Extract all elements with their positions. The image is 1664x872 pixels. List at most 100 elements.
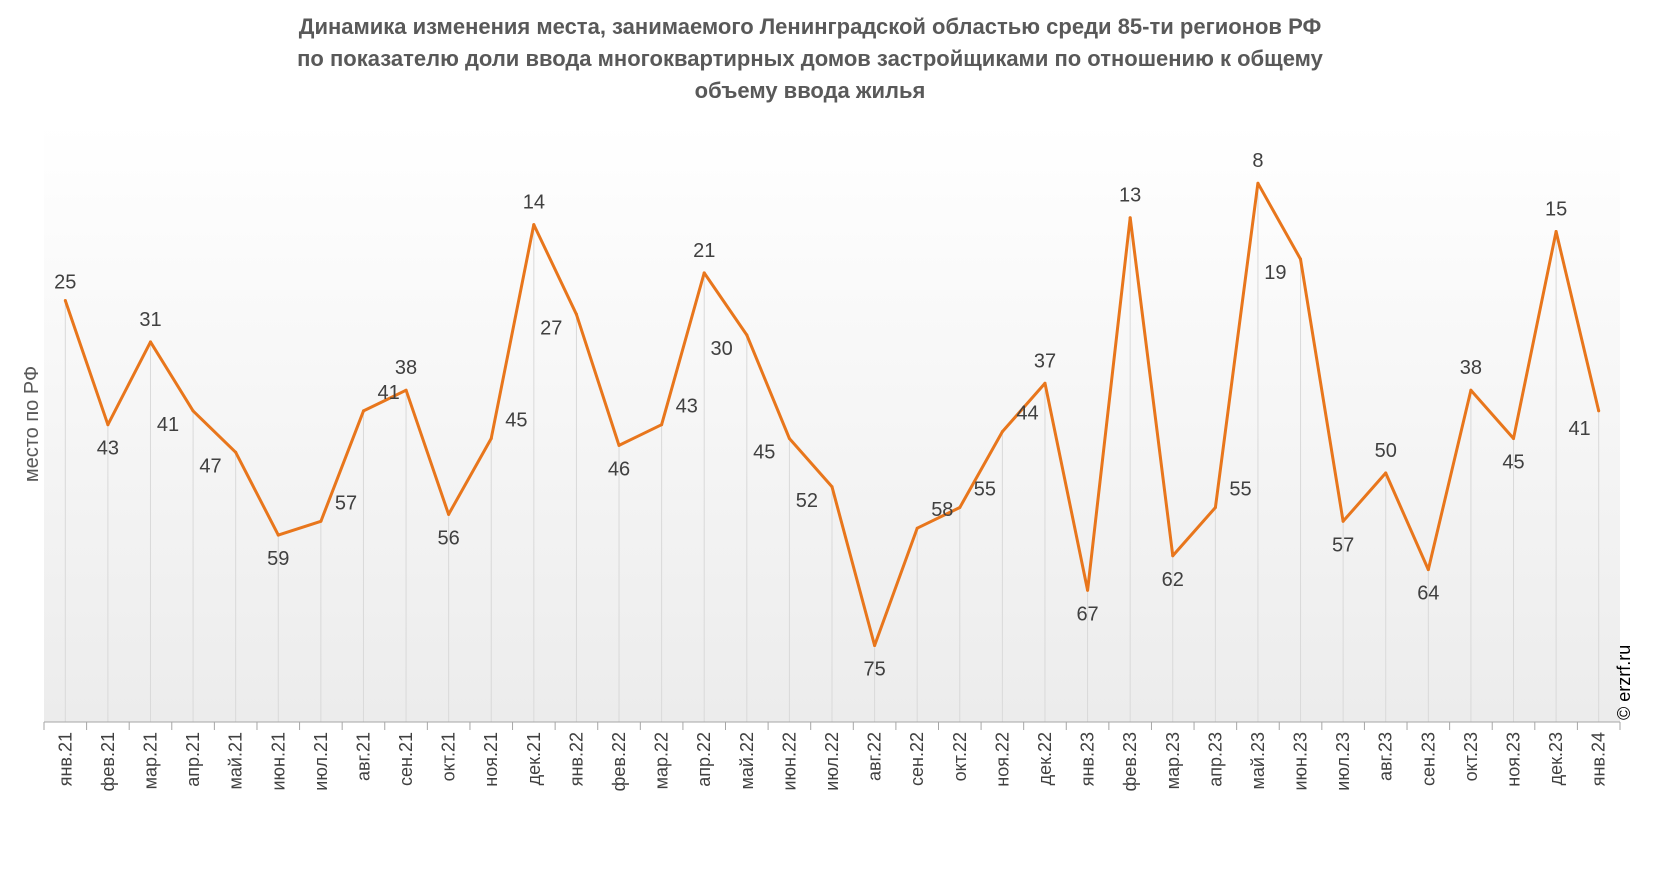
data-label: 19 bbox=[1264, 262, 1286, 284]
data-point bbox=[617, 443, 621, 447]
data-label: 44 bbox=[1016, 403, 1038, 425]
data-label: 57 bbox=[1332, 534, 1354, 556]
data-point bbox=[276, 533, 280, 537]
x-tick-label: янв.24 bbox=[1589, 732, 1609, 786]
data-label: 57 bbox=[335, 492, 357, 514]
x-tick-label: мар.23 bbox=[1163, 732, 1183, 789]
data-point bbox=[106, 423, 110, 427]
x-tick-label: июн.23 bbox=[1291, 732, 1311, 791]
data-label: 67 bbox=[1076, 603, 1098, 625]
data-point bbox=[1171, 554, 1175, 558]
data-label: 43 bbox=[97, 438, 119, 460]
chart-title-line-2: по показателю доли ввода многоквартирных… bbox=[297, 46, 1324, 71]
x-tick-label: сен.23 bbox=[1418, 732, 1438, 786]
data-point bbox=[1000, 430, 1004, 434]
data-labels: 25 43 31 41 47 59 57 41 38 56 45 14 27 46 43 21 30 45 52 75… bbox=[54, 150, 1591, 680]
y-axis-title: место по РФ bbox=[21, 366, 43, 482]
data-label: 58 bbox=[931, 499, 953, 521]
x-tick-label: мар.21 bbox=[140, 732, 160, 789]
x-tick-label: окт.22 bbox=[950, 732, 970, 781]
data-label: 45 bbox=[753, 442, 775, 464]
chart-title-line-3: объему ввода жилья bbox=[695, 78, 926, 103]
data-point bbox=[63, 299, 67, 302]
series-line-group bbox=[63, 181, 1601, 647]
copyright-text: © erzrf.ru bbox=[1614, 645, 1634, 720]
data-label: 55 bbox=[1229, 479, 1251, 501]
data-label: 41 bbox=[157, 414, 179, 436]
data-point bbox=[1256, 181, 1260, 185]
x-tick-label: апр.22 bbox=[694, 732, 714, 787]
x-tick-label: авг.23 bbox=[1376, 732, 1396, 781]
data-point bbox=[1086, 588, 1090, 592]
x-tick-label: июл.23 bbox=[1333, 732, 1353, 791]
data-label: 13 bbox=[1119, 185, 1141, 207]
data-label: 38 bbox=[1460, 357, 1482, 379]
x-tick-label: июл.21 bbox=[311, 732, 331, 791]
data-label: 27 bbox=[540, 317, 562, 339]
data-point bbox=[1554, 230, 1558, 233]
data-point bbox=[1043, 381, 1047, 385]
x-tick-label: июн.21 bbox=[268, 732, 288, 791]
data-label: 15 bbox=[1545, 199, 1567, 221]
x-tick-label: мар.22 bbox=[652, 732, 672, 789]
x-tick-label: ноя.23 bbox=[1504, 732, 1524, 787]
x-tick-label: июн.22 bbox=[779, 732, 799, 791]
data-point bbox=[404, 388, 408, 392]
data-point bbox=[1213, 506, 1217, 509]
x-tick-label: ноя.22 bbox=[992, 732, 1012, 787]
data-label: 75 bbox=[863, 659, 885, 681]
x-tick-label: май.21 bbox=[226, 732, 246, 789]
data-label: 52 bbox=[796, 490, 818, 512]
data-point bbox=[745, 333, 749, 337]
data-point bbox=[787, 437, 791, 440]
drop-lines bbox=[64, 183, 1600, 722]
data-label: 55 bbox=[974, 479, 996, 501]
x-tick-label: авг.21 bbox=[353, 732, 373, 781]
data-point bbox=[660, 423, 664, 427]
data-label: 46 bbox=[608, 458, 630, 480]
data-label: 14 bbox=[523, 192, 545, 214]
data-point bbox=[873, 644, 877, 647]
data-point bbox=[234, 450, 238, 454]
data-label: 30 bbox=[711, 338, 733, 360]
x-tick-label: фев.21 bbox=[98, 732, 118, 791]
data-label: 41 bbox=[1568, 418, 1590, 440]
data-point bbox=[958, 506, 962, 509]
data-point bbox=[574, 312, 578, 316]
data-point bbox=[191, 409, 195, 413]
data-label: 62 bbox=[1162, 569, 1184, 591]
data-label: 21 bbox=[693, 240, 715, 262]
data-point bbox=[1597, 409, 1601, 413]
data-point bbox=[1426, 568, 1430, 572]
data-label: 37 bbox=[1034, 350, 1056, 372]
data-label: 31 bbox=[139, 309, 161, 331]
x-tick-label: окт.21 bbox=[439, 732, 459, 781]
data-point bbox=[1512, 437, 1516, 440]
x-tick-label: апр.23 bbox=[1205, 732, 1225, 787]
data-point bbox=[361, 409, 365, 413]
x-tick-label: июл.22 bbox=[822, 732, 842, 791]
data-label: 25 bbox=[54, 272, 76, 294]
data-point bbox=[702, 271, 706, 275]
x-tick-label: фев.22 bbox=[609, 732, 629, 791]
data-label: 43 bbox=[676, 396, 698, 418]
x-tick-label: сен.21 bbox=[396, 732, 416, 786]
data-label: 41 bbox=[377, 382, 399, 404]
x-tick-label: ноя.21 bbox=[481, 732, 501, 787]
data-label: 45 bbox=[1502, 452, 1524, 474]
data-point bbox=[447, 512, 451, 516]
x-tick-label: янв.23 bbox=[1078, 732, 1098, 786]
data-label: 38 bbox=[395, 357, 417, 379]
x-tick-label: фев.23 bbox=[1120, 732, 1140, 791]
x-tick-label: май.22 bbox=[737, 732, 757, 789]
x-tick-label: дек.23 bbox=[1546, 732, 1566, 785]
x-tick-label: авг.22 bbox=[865, 732, 885, 781]
data-point bbox=[1384, 471, 1388, 475]
data-point bbox=[1469, 388, 1473, 392]
x-axis: янв.21 фев.21 мар.21 апр.21 май.21 июн.21 июл.… bbox=[43, 721, 1621, 791]
data-label: 8 bbox=[1252, 150, 1263, 172]
chart-title: Динамика изменения места, занимаемого Ле… bbox=[297, 14, 1324, 103]
x-tick-label: дек.22 bbox=[1035, 732, 1055, 785]
